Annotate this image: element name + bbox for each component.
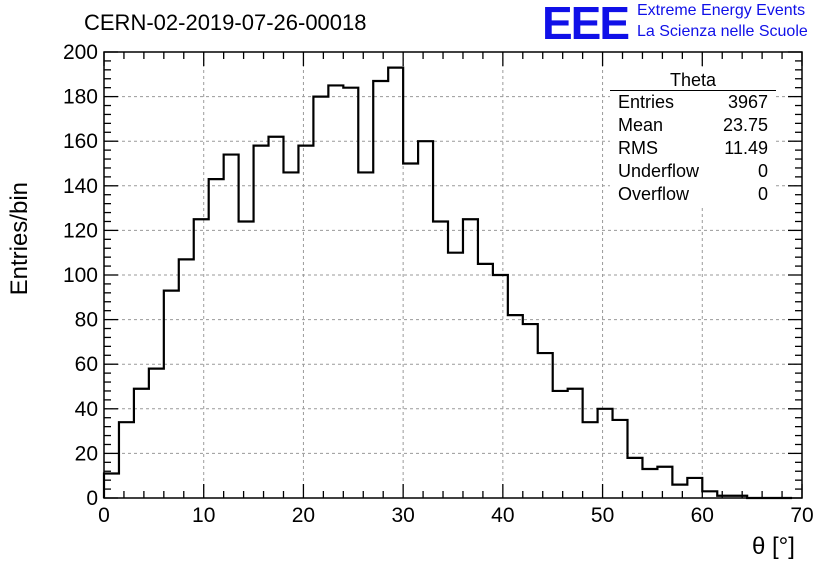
axis-ticks bbox=[103, 51, 803, 499]
y-tick-label: 0 bbox=[86, 487, 98, 510]
x-tick-label: 50 bbox=[591, 504, 614, 527]
y-tick-label: 60 bbox=[75, 353, 98, 376]
logo-subtitle-line2: La Scienza nelle Scuole bbox=[637, 23, 808, 40]
stats-row-mean: Mean 23.75 bbox=[610, 114, 776, 137]
stats-label: Entries bbox=[618, 92, 675, 112]
y-tick-label: 140 bbox=[63, 175, 98, 198]
stats-label: Mean bbox=[618, 115, 664, 135]
x-tick-label: 20 bbox=[292, 504, 315, 527]
y-tick-label: 160 bbox=[63, 130, 98, 153]
grid-lines bbox=[104, 52, 802, 498]
x-tick-label: 60 bbox=[691, 504, 714, 527]
stats-row-underflow: Underflow 0 bbox=[610, 160, 776, 183]
y-axis-label: Entries/bin bbox=[6, 182, 33, 296]
y-tick-label: 120 bbox=[63, 219, 98, 242]
stats-value: 0 bbox=[757, 184, 768, 204]
x-tick-label: 30 bbox=[391, 504, 414, 527]
x-tick-label: 10 bbox=[192, 504, 215, 527]
y-tick-label: 20 bbox=[75, 442, 98, 465]
stats-value: 23.75 bbox=[722, 115, 768, 135]
eee-logo: EEE bbox=[542, 0, 630, 49]
stats-box: Theta Entries 3967 Mean 23.75 RMS 11.49 … bbox=[610, 70, 776, 206]
x-tick-label: 40 bbox=[491, 504, 514, 527]
x-tick-label: 0 bbox=[98, 504, 110, 527]
x-axis-label: θ [°] bbox=[752, 533, 795, 560]
stats-label: Overflow bbox=[618, 184, 690, 204]
stats-label: Underflow bbox=[618, 161, 700, 181]
stats-row-entries: Entries 3967 bbox=[610, 91, 776, 114]
chart-title: CERN-02-2019-07-26-00018 bbox=[84, 10, 367, 35]
tick-labels: 0 10 20 30 40 50 60 70 0 20 40 60 80 100 120 140 160 180 2… bbox=[63, 41, 814, 527]
histogram-series bbox=[102, 66, 793, 500]
stats-value: 0 bbox=[757, 161, 768, 181]
y-tick-label: 80 bbox=[75, 309, 98, 332]
stats-value: 11.49 bbox=[724, 138, 768, 158]
y-tick-label: 100 bbox=[63, 264, 98, 287]
stats-value: 3967 bbox=[727, 92, 768, 112]
stats-title: Theta bbox=[610, 70, 776, 91]
stats-label: RMS bbox=[618, 138, 658, 158]
y-tick-label: 180 bbox=[63, 86, 98, 109]
y-tick-label: 200 bbox=[63, 41, 98, 64]
y-tick-label: 40 bbox=[75, 398, 98, 421]
x-tick-label: 70 bbox=[790, 504, 813, 527]
stats-row-overflow: Overflow 0 bbox=[610, 183, 776, 206]
logo-subtitle-line1: Extreme Energy Events bbox=[637, 2, 806, 19]
stats-row-rms: RMS 11.49 bbox=[610, 137, 776, 160]
